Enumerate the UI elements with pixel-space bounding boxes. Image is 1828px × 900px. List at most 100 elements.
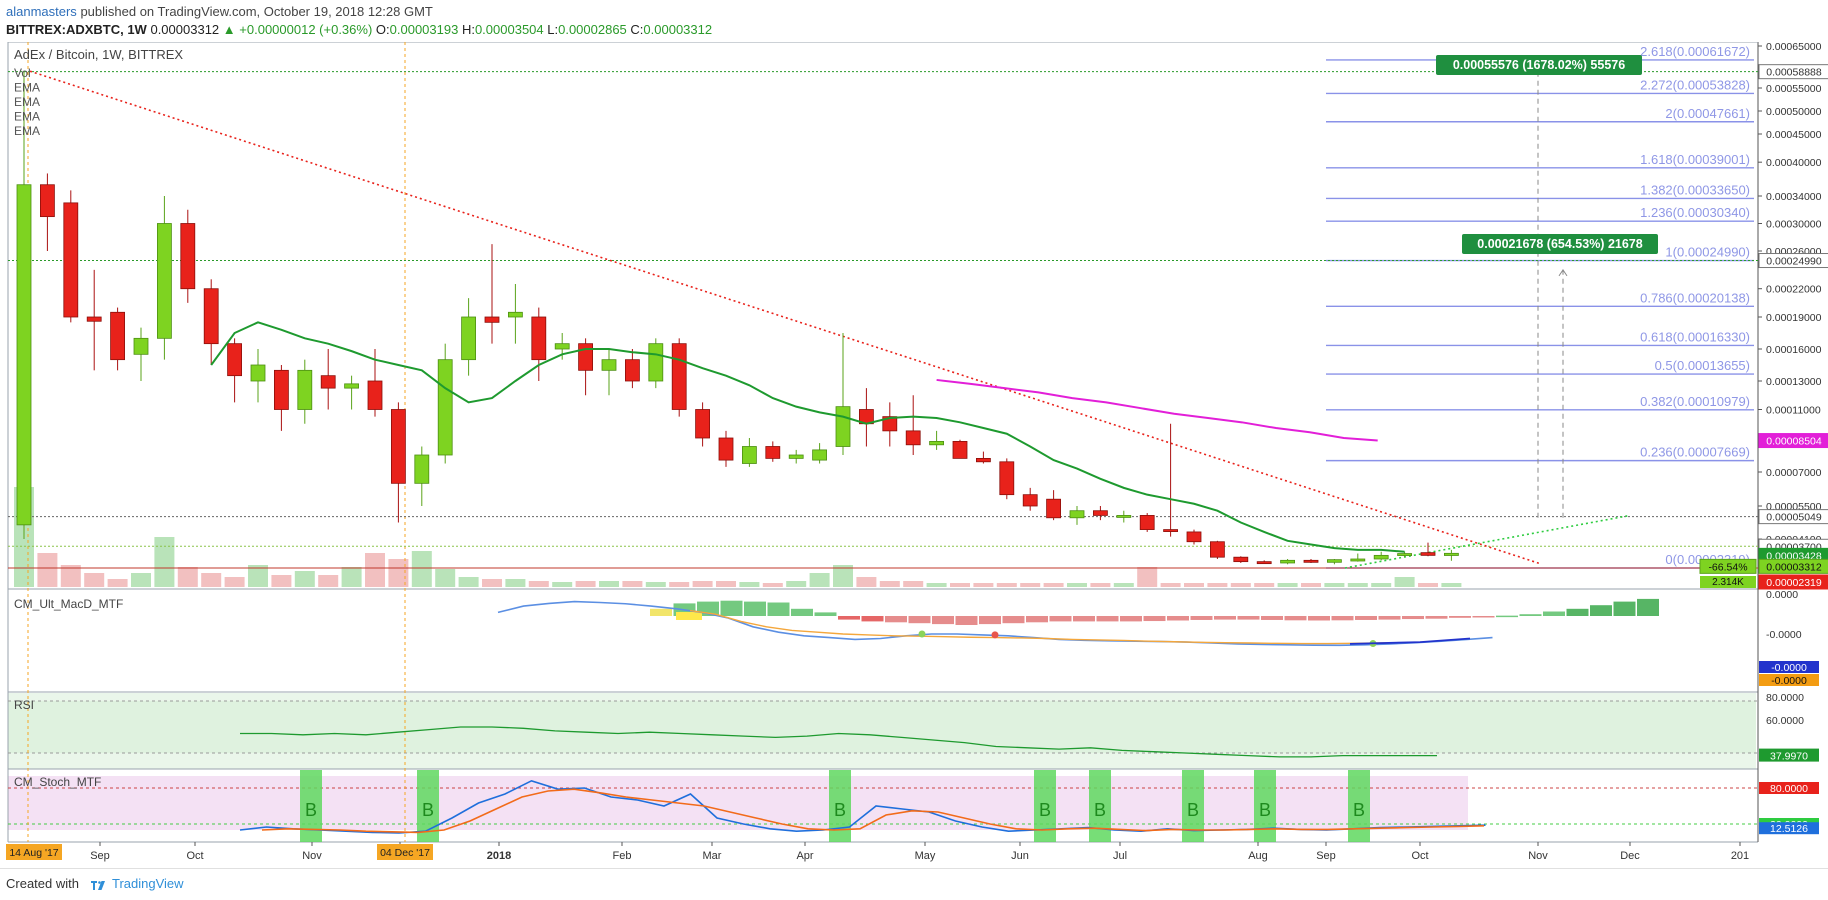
- axis-tick-label: 0.00019000: [1766, 312, 1822, 324]
- volume-bar: [60, 565, 81, 587]
- volume-bar: [669, 582, 690, 587]
- candle: [110, 311, 125, 361]
- stoch-buy-letter: B: [834, 800, 846, 820]
- volume-bar: [388, 559, 409, 587]
- stoch-buy-letter: B: [1259, 800, 1271, 820]
- candle: [1280, 559, 1295, 564]
- volume-bar: [1113, 583, 1134, 587]
- volume-bar: [84, 573, 105, 587]
- candle: [1163, 529, 1178, 532]
- axis-tick-label: 0.00040000: [1766, 157, 1822, 169]
- time-tick-label: Mar: [703, 850, 722, 862]
- candle: [835, 406, 851, 447]
- candle: [344, 383, 360, 389]
- fib-level-label: 0.5(0.00013655): [1655, 358, 1750, 373]
- footer-bar: Created with TradingView: [0, 868, 1828, 900]
- candle: [1186, 531, 1202, 543]
- volume-bar: [131, 573, 151, 587]
- drawing-lines: [8, 42, 1758, 842]
- stoch-band: [8, 776, 1468, 830]
- macd-histogram-bar: [861, 616, 884, 622]
- created-with-text: Created with: [6, 876, 79, 891]
- candle: [1327, 559, 1342, 563]
- volume-bar: [1277, 583, 1298, 587]
- date-badge-label: 14 Aug '17: [9, 847, 58, 859]
- time-tick-label: 201: [1731, 850, 1749, 862]
- indicator-label: Vol: [14, 66, 31, 80]
- ema-short-line: [210, 321, 1405, 553]
- candle: [929, 440, 944, 446]
- ohlc-line: BITTREX:ADXBTC, 1W 0.00003312 ▲ +0.00000…: [6, 22, 712, 37]
- tradingview-brand-link[interactable]: TradingView: [112, 876, 184, 891]
- macd-badge-label: -0.0000: [1771, 675, 1807, 687]
- candle: [320, 375, 336, 389]
- macd-histogram-bar: [1167, 616, 1189, 621]
- fib-level-label: 0.786(0.00020138): [1640, 290, 1750, 305]
- chart-canvas[interactable]: 2.618(0.00061672) 2.272(0.00053828) 2(0.00…: [0, 42, 1828, 868]
- last-price: 0.00003312: [150, 22, 220, 37]
- candle: [484, 316, 500, 323]
- high-label: H:: [461, 22, 475, 37]
- volume-bar: [716, 581, 736, 587]
- macd-histogram-bar: [1590, 605, 1612, 616]
- volume-bar: [365, 553, 385, 587]
- candle: [1420, 552, 1436, 556]
- tradingview-logo-icon: [91, 881, 105, 890]
- candle: [999, 461, 1015, 496]
- volume-bar: [318, 575, 339, 587]
- volume-bar: [1301, 583, 1321, 587]
- macd-badge: [1759, 661, 1819, 673]
- macd-histogram-bar: [791, 608, 813, 616]
- macd-histogram-bar: [720, 600, 743, 616]
- candle: [601, 359, 617, 371]
- macd-histogram-bar: [1143, 616, 1166, 622]
- price-badge: [1758, 433, 1828, 449]
- stoch-buy-zone: [1254, 770, 1276, 842]
- volume-bar: [294, 571, 315, 587]
- macd-histogram-bar: [1190, 616, 1213, 620]
- candle: [297, 369, 313, 410]
- ema-long-line: [936, 378, 1378, 442]
- author-link[interactable]: alanmasters: [6, 4, 77, 19]
- high-value: 0.00003504: [474, 22, 544, 37]
- volume-bar: [926, 583, 947, 587]
- price-badge: [1758, 574, 1828, 590]
- time-tick-label: Apr: [796, 850, 813, 862]
- candle: [1350, 558, 1366, 562]
- stoch-buy-zone: [829, 770, 851, 842]
- target-label: 0.00055576 (1678.02%) 55576: [1453, 58, 1625, 72]
- candle: [1046, 498, 1061, 519]
- volume-bar: [1254, 583, 1275, 587]
- candle: [40, 184, 55, 218]
- publish-info: published on TradingView.com, October 19…: [80, 4, 433, 19]
- volume-bar: [1347, 583, 1368, 587]
- axis-tick-label: 0.00050000: [1766, 106, 1822, 118]
- macd-histogram-bar: [1449, 616, 1471, 618]
- time-tick-label: 2018: [487, 850, 511, 862]
- stoch-buy-letter: B: [305, 800, 317, 820]
- indicator-label: EMA: [14, 81, 40, 95]
- stoch-buy-zone: [417, 770, 439, 842]
- macd-cross-dot: [991, 631, 999, 639]
- stoch-buy-zone: [1089, 770, 1111, 842]
- volume-bar: [458, 577, 479, 587]
- chart-title: AdEx / Bitcoin, 1W, BITTREX: [14, 47, 183, 62]
- candle: [1256, 561, 1272, 565]
- open-value: 0.00003193: [389, 22, 459, 37]
- volume-bars: [14, 487, 1462, 587]
- macd-histogram-bar: [1425, 616, 1448, 619]
- axis-tick-label: 0.00065000: [1766, 42, 1822, 53]
- macd-histogram-bar: [1378, 616, 1401, 620]
- rsi-badge: [1759, 748, 1819, 762]
- indicator-label: EMA: [14, 124, 40, 138]
- volume-bar: [552, 582, 573, 587]
- indicator-label: EMA: [14, 95, 40, 109]
- macd-histogram-bar: [1073, 616, 1095, 622]
- candle: [718, 437, 734, 461]
- volume-bar: [599, 581, 619, 587]
- time-tick-label: Nov: [1528, 850, 1548, 862]
- macd-histogram-bar: [1096, 616, 1119, 622]
- candle: [812, 449, 827, 461]
- macd-badge: [1759, 674, 1819, 686]
- downtrend-line: [29, 70, 1541, 565]
